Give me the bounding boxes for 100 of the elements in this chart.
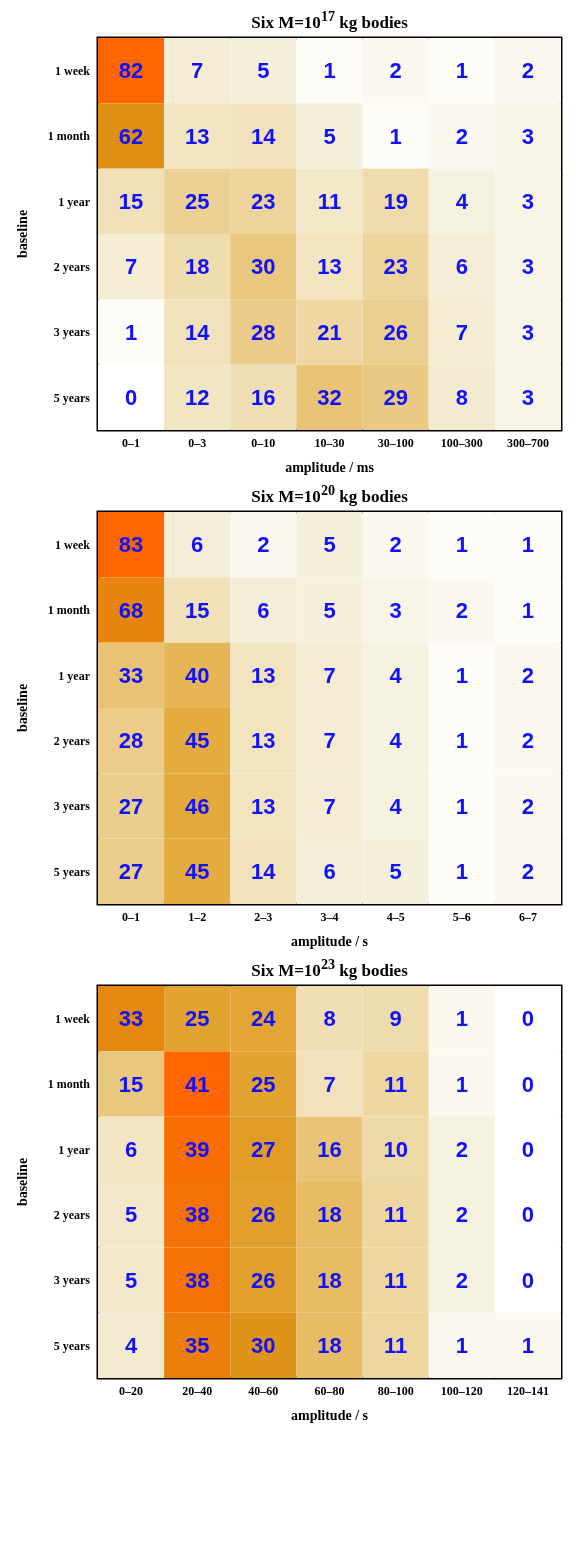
data-label: 7 <box>191 58 204 84</box>
data-label: 14 <box>184 319 211 345</box>
data-label: 5 <box>323 532 336 558</box>
data-label: 0 <box>521 1136 535 1162</box>
data-label: 1 <box>521 532 535 558</box>
x-tick-label: 1–2 <box>188 909 207 924</box>
x-tick-label: 2–3 <box>254 909 273 924</box>
x-tick-label: 4–5 <box>386 909 405 924</box>
data-label: 32 <box>317 384 342 410</box>
data-label: 14 <box>251 858 277 884</box>
data-label: 18 <box>184 254 210 280</box>
y-axis-title: baseline <box>14 683 30 733</box>
data-label: 14 <box>251 123 277 149</box>
data-label: 83 <box>118 532 144 558</box>
data-label: 0 <box>521 1006 535 1032</box>
data-label: 7 <box>323 793 336 819</box>
data-label: 0 <box>521 1202 535 1228</box>
data-label: 16 <box>251 384 276 410</box>
y-axis-title: baseline <box>14 209 30 259</box>
y-tick-label: 2 years <box>53 1207 91 1222</box>
data-label: 13 <box>184 123 210 149</box>
y-tick-label: 1 month <box>47 603 91 618</box>
data-label: 25 <box>184 1006 210 1032</box>
data-label: 27 <box>118 793 144 819</box>
x-tick-label: 20–40 <box>182 1383 213 1398</box>
data-label: 45 <box>184 858 210 884</box>
y-axis-title: baseline <box>14 1157 30 1207</box>
data-label: 16 <box>317 1136 342 1162</box>
y-tick-label: 2 years <box>53 733 91 748</box>
data-label: 6 <box>455 254 468 280</box>
data-label: 30 <box>251 254 276 280</box>
data-label: 2 <box>521 58 535 84</box>
x-axis-title: amplitude / s <box>290 1408 369 1423</box>
data-label: 33 <box>118 1006 144 1032</box>
data-label: 2 <box>521 662 535 688</box>
data-label: 18 <box>317 1267 342 1293</box>
x-tick-label: 0–20 <box>119 1383 144 1398</box>
data-label: 2 <box>455 1202 468 1228</box>
x-tick-label: 6–7 <box>518 909 537 924</box>
data-label: 0 <box>521 1267 535 1293</box>
data-label: 15 <box>118 188 144 214</box>
data-label: 2 <box>521 728 535 754</box>
data-label: 39 <box>184 1136 210 1162</box>
data-label: 46 <box>184 793 210 819</box>
data-label: 30 <box>251 1332 276 1358</box>
data-label: 25 <box>184 188 210 214</box>
data-label: 8 <box>455 384 468 410</box>
y-tick-label: 1 year <box>58 668 91 683</box>
x-tick-label: 30–100 <box>377 435 414 450</box>
data-label: 82 <box>118 58 144 84</box>
data-label: 1 <box>455 532 468 558</box>
data-label: 33 <box>118 662 144 688</box>
y-tick-label: 1 week <box>55 537 91 552</box>
chart-title: Six M=10$^{20}$ kg bodies <box>251 482 408 506</box>
data-label: 11 <box>384 1332 408 1358</box>
data-label: 1 <box>455 793 468 819</box>
x-tick-label: 100–300 <box>440 435 483 450</box>
data-label: 7 <box>323 1071 336 1097</box>
data-label: 35 <box>184 1332 210 1358</box>
data-label: 13 <box>251 728 276 754</box>
data-label: 13 <box>317 254 342 280</box>
y-tick-label: 3 years <box>53 799 91 814</box>
y-tick-label: 5 years <box>53 864 91 879</box>
data-label: 2 <box>455 123 468 149</box>
data-label: 0 <box>124 384 138 410</box>
data-label: 29 <box>383 384 408 410</box>
data-label: 23 <box>383 254 408 280</box>
x-tick-label: 0–3 <box>188 435 207 450</box>
data-label: 18 <box>317 1202 342 1228</box>
data-label: 28 <box>251 319 276 345</box>
data-label: 8 <box>323 1006 336 1032</box>
data-label: 15 <box>184 597 210 623</box>
x-tick-label: 10–30 <box>314 435 345 450</box>
data-label: 7 <box>323 728 336 754</box>
data-label: 2 <box>257 532 270 558</box>
data-label: 5 <box>124 1202 138 1228</box>
data-label: 1 <box>455 1332 468 1358</box>
data-label: 2 <box>455 597 468 623</box>
data-label: 18 <box>317 1332 342 1358</box>
y-tick-label: 5 years <box>53 390 91 405</box>
data-label: 4 <box>389 793 403 819</box>
data-label: 4 <box>455 188 469 214</box>
data-label: 28 <box>118 728 144 754</box>
data-label: 1 <box>455 728 468 754</box>
x-tick-label: 0–10 <box>251 435 276 450</box>
data-label: 62 <box>118 123 144 149</box>
data-label: 5 <box>257 58 270 84</box>
data-label: 1 <box>455 858 468 884</box>
data-label: 3 <box>521 188 535 214</box>
data-label: 13 <box>251 793 276 819</box>
x-tick-label: 60–80 <box>314 1383 345 1398</box>
x-tick-label: 120–141 <box>506 1383 549 1398</box>
data-label: 25 <box>251 1071 276 1097</box>
data-label: 5 <box>124 1267 138 1293</box>
x-axis-title: amplitude / s <box>290 934 369 949</box>
data-label: 1 <box>455 662 468 688</box>
chart-title: Six M=10$^{17}$ kg bodies <box>251 8 408 32</box>
x-tick-label: 0–1 <box>122 909 141 924</box>
data-label: 1 <box>521 1332 535 1358</box>
data-label: 1 <box>521 597 535 623</box>
